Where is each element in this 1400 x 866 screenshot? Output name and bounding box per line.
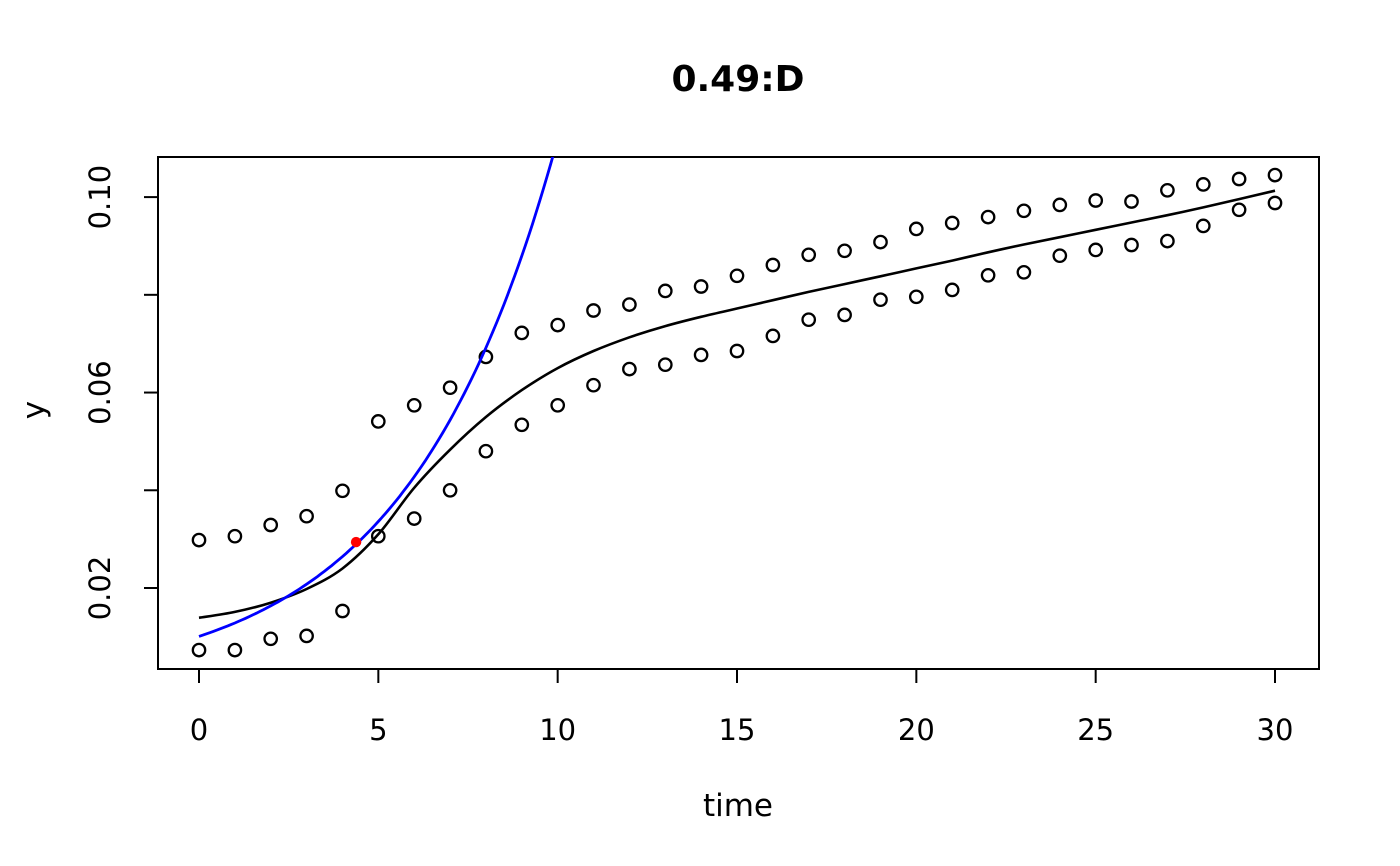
data-point-observed-lower <box>873 292 888 308</box>
data-point-observed-lower <box>1195 218 1211 234</box>
data-point-observed-lower <box>191 642 207 658</box>
data-point-observed-lower <box>693 347 709 363</box>
x-tick-label: 15 <box>719 713 756 747</box>
model-curve <box>198 189 1276 620</box>
data-point-observed-lower <box>478 443 494 459</box>
data-point-observed-upper <box>980 209 996 225</box>
data-point-observed-lower <box>837 307 852 323</box>
data-point-observed-upper <box>335 483 350 499</box>
data-point-observed-upper <box>837 243 852 259</box>
data-point-observed-lower <box>765 328 781 344</box>
data-point-observed-lower <box>980 267 996 283</box>
data-point-observed-lower <box>550 397 566 413</box>
data-point-observed-upper <box>944 215 960 231</box>
data-point-observed-upper <box>1088 193 1104 208</box>
x-tick-label: 30 <box>1257 713 1294 747</box>
x-axis-label: time <box>703 788 773 824</box>
data-point-observed-upper <box>586 303 601 318</box>
data-point-observed-lower <box>299 628 314 644</box>
data-point-observed-lower <box>227 642 243 658</box>
tangent-point <box>350 536 362 548</box>
exponential-growth-curve <box>198 157 555 638</box>
data-point-observed-upper <box>191 532 207 548</box>
data-point-observed-upper <box>657 283 673 299</box>
data-point-observed-upper <box>299 508 314 524</box>
data-point-observed-upper <box>801 247 817 263</box>
data-point-observed-upper <box>873 234 888 250</box>
data-point-observed-upper <box>1195 177 1211 192</box>
data-point-observed-upper <box>765 257 781 273</box>
plot-content: 0 5 10 15 20 25 30 0.02 0.06 0.10 <box>83 156 1320 747</box>
data-point-observed-lower <box>1160 233 1175 249</box>
data-point-observed-lower <box>514 417 530 433</box>
data-point-observed-upper <box>908 221 924 237</box>
data-point-observed-upper <box>442 380 458 396</box>
data-point-observed-upper <box>729 268 745 284</box>
data-point-observed-lower <box>586 377 601 393</box>
data-point-observed-upper <box>1231 171 1247 187</box>
data-point-observed-lower <box>1088 242 1104 258</box>
y-tick-label: 0.10 <box>83 165 117 230</box>
data-point-observed-upper <box>1267 167 1283 183</box>
data-point-observed-lower <box>801 312 817 328</box>
data-point-observed-lower <box>657 357 673 373</box>
data-point-observed-lower <box>263 631 279 647</box>
data-point-observed-upper <box>263 517 279 533</box>
data-point-observed-lower <box>1231 202 1247 218</box>
data-point-observed-upper <box>227 528 243 544</box>
data-point-observed-lower <box>1124 237 1139 253</box>
data-point-observed-upper <box>514 325 530 341</box>
x-tick-label: 0 <box>190 713 208 747</box>
data-point-observed-lower <box>944 282 960 298</box>
data-point-observed-lower <box>729 343 745 359</box>
y-tick-label: 0.02 <box>83 556 117 621</box>
data-point-observed-lower <box>1016 264 1032 280</box>
data-point-observed-upper <box>370 414 386 429</box>
data-point-observed-lower <box>370 528 386 544</box>
data-point-observed-upper <box>1016 203 1032 219</box>
data-point-observed-upper <box>693 279 709 294</box>
data-point-observed-upper <box>1160 182 1175 198</box>
data-point-observed-lower <box>622 361 637 377</box>
data-point-observed-upper <box>1124 194 1139 209</box>
data-point-observed-upper <box>550 317 566 333</box>
data-point-observed-lower <box>335 603 350 619</box>
data-point-observed-lower <box>442 482 458 498</box>
data-point-observed-lower <box>908 289 924 305</box>
x-tick-label: 20 <box>898 713 935 747</box>
plot-box <box>157 156 1320 670</box>
y-axis-label: y <box>16 401 52 419</box>
data-point-observed-upper <box>406 397 422 413</box>
data-point-observed-lower <box>1267 195 1283 211</box>
data-point-observed-lower <box>1052 248 1068 264</box>
data-point-observed-upper <box>1052 197 1068 213</box>
y-tick-label: 0.06 <box>83 360 117 425</box>
x-tick-label: 5 <box>369 713 387 747</box>
chart-title: 0.49:D <box>671 59 804 100</box>
data-point-observed-upper <box>622 297 637 312</box>
x-tick-label: 25 <box>1077 713 1114 747</box>
x-tick-label: 10 <box>539 713 576 747</box>
data-point-observed-lower <box>406 511 422 526</box>
